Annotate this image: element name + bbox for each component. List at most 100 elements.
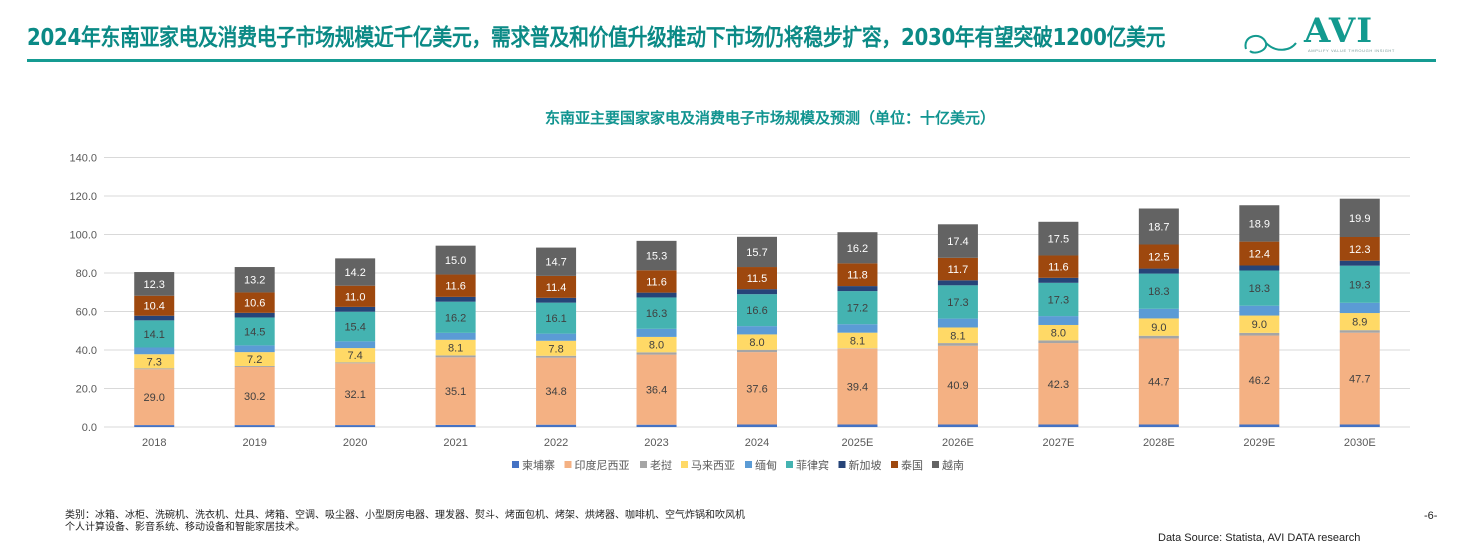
bar-segment: [737, 349, 777, 353]
bar-segment: [1339, 237, 1380, 261]
data-label: 14.7: [545, 257, 566, 269]
bar-segment: [435, 274, 476, 297]
bar-segment: [1038, 221, 1079, 256]
legend-item: 马来西亚: [681, 459, 735, 472]
bar-segment: [1138, 268, 1179, 274]
data-label: 30.2: [244, 391, 265, 403]
bar-segment: [1038, 282, 1079, 317]
bar-segment: [435, 339, 476, 356]
bar-segment: [335, 363, 376, 426]
data-label: 8.0: [1051, 328, 1066, 340]
bar-stack: 34.8 7.8 16.1 11.4 14.7: [536, 247, 577, 427]
bar-segment: [536, 297, 577, 303]
data-label: 17.2: [847, 303, 868, 315]
bar-segment: [636, 292, 677, 298]
bar-segment: [1339, 260, 1380, 266]
bar-stack: 47.7 8.9 19.3 12.3 19.9: [1339, 198, 1380, 427]
legend-item: 菲律宾: [786, 458, 829, 472]
bar-segment: [234, 312, 275, 318]
x-tick-label: 2018: [142, 437, 166, 449]
bar-segment: [937, 424, 978, 427]
x-tick-label: 2021: [443, 437, 467, 449]
bar-segment: [335, 341, 376, 349]
bar-segment: [335, 306, 376, 312]
bar-segment: [536, 424, 577, 427]
bar-segment: [536, 357, 577, 425]
bar-segment: [636, 336, 677, 353]
x-axis: 2018 2019 2020 2021 2022 2023 2024 2025E 2026E 20…: [142, 437, 1376, 449]
bar-segment: [937, 345, 978, 425]
bar-segment: [234, 317, 275, 346]
data-label: 10.4: [144, 301, 165, 313]
data-label: 16.3: [646, 308, 667, 320]
data-label: 35.1: [445, 386, 466, 398]
bar-segment: [1239, 332, 1280, 336]
bar-segment: [435, 332, 476, 340]
data-label: 18.3: [1148, 286, 1169, 298]
data-label: 7.3: [147, 356, 162, 368]
y-axis: 0.0 20.0 40.0 60.0 80.0 100.0 120.0 140.0: [69, 153, 97, 435]
bar-segment: [1239, 335, 1280, 425]
legend-swatch: [564, 461, 572, 468]
legend-label: 泰国: [901, 458, 923, 472]
bar-segment: [837, 291, 878, 325]
bar-segment: [1138, 244, 1179, 269]
bar-segment: [335, 258, 376, 286]
bar-segment: [1138, 308, 1179, 319]
bar-segment: [1239, 315, 1280, 333]
bar-segment: [1038, 343, 1079, 425]
bar-segment: [636, 297, 677, 329]
legend-label: 老挝: [650, 458, 672, 472]
bar-segment: [1339, 332, 1380, 425]
bar-segment: [435, 357, 476, 425]
y-tick-label: 60.0: [76, 307, 97, 319]
bar-segment: [234, 365, 275, 367]
bar-segment: [737, 294, 777, 327]
data-label: 14.1: [144, 329, 165, 341]
bar-segment: [1239, 205, 1280, 242]
x-tick-label: 2030E: [1344, 437, 1376, 449]
bar-segment: [636, 240, 677, 271]
y-tick-label: 100.0: [69, 230, 97, 242]
page-number: -6-: [1424, 510, 1438, 522]
data-label: 7.2: [247, 354, 262, 366]
data-label: 17.5: [1048, 234, 1069, 246]
bar-segment: [837, 348, 878, 425]
bar-segment: [335, 362, 376, 364]
bar-segment: [1138, 318, 1179, 336]
bar-segment: [134, 347, 175, 355]
bar-segment: [1339, 302, 1380, 314]
bar-segment: [737, 289, 777, 295]
bar-segment: [1138, 273, 1179, 309]
x-tick-label: 2023: [644, 437, 668, 449]
data-label: 15.0: [445, 255, 466, 267]
bar-segment: [937, 343, 978, 346]
legend-item: 越南: [932, 458, 964, 472]
data-label: 11.6: [1048, 262, 1069, 274]
legend-swatch: [745, 461, 752, 468]
bar-segment: [937, 280, 978, 286]
bar-stack: 46.2 9.0 18.3 12.4 18.9: [1239, 205, 1280, 427]
bar-segment: [1038, 277, 1079, 283]
x-tick-label: 2028E: [1143, 437, 1175, 449]
data-label: 8.9: [1352, 317, 1367, 329]
bar-segment: [837, 424, 878, 427]
data-label: 8.0: [649, 340, 664, 352]
bar-segment: [1239, 265, 1280, 271]
bar-segment: [536, 247, 577, 276]
bar-segment: [1038, 340, 1079, 344]
bar-segment: [1239, 241, 1280, 266]
y-tick-label: 20.0: [76, 384, 97, 396]
legend-item: 泰国: [891, 458, 923, 472]
footnote-line-2: 个人计算设备、影音系统、移动设备和智能家居技术。: [65, 522, 305, 533]
bar-segment: [134, 425, 175, 427]
bar-segment: [134, 368, 175, 370]
bar-segment: [1138, 424, 1179, 427]
bar-segment: [837, 332, 878, 349]
bar-segment: [234, 352, 275, 366]
legend-label: 缅甸: [755, 458, 777, 472]
bar-segment: [937, 327, 978, 344]
bar-segment: [134, 315, 175, 321]
legend-label: 新加坡: [849, 458, 882, 472]
bar-stack: 32.1 7.4 15.4 11.0 14.2: [335, 258, 376, 427]
